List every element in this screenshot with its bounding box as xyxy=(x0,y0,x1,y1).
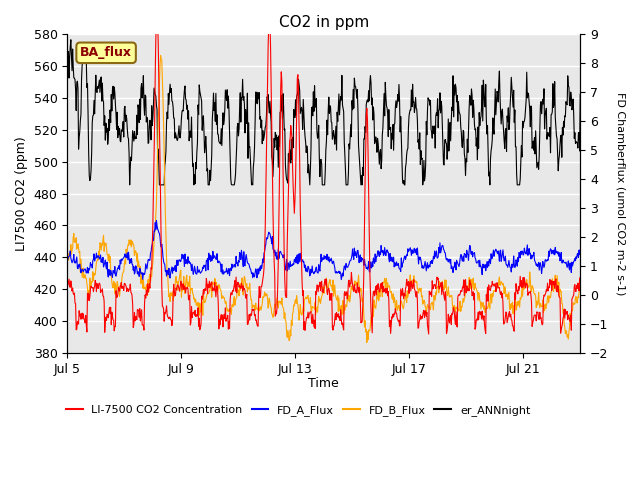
Y-axis label: FD Chamberflux (umol CO2 m-2 s-1): FD Chamberflux (umol CO2 m-2 s-1) xyxy=(615,92,625,295)
Y-axis label: LI7500 CO2 (ppm): LI7500 CO2 (ppm) xyxy=(15,136,28,251)
Text: BA_flux: BA_flux xyxy=(80,46,132,60)
Title: CO2 in ppm: CO2 in ppm xyxy=(278,15,369,30)
X-axis label: Time: Time xyxy=(308,377,339,390)
Legend: LI-7500 CO2 Concentration, FD_A_Flux, FD_B_Flux, er_ANNnight: LI-7500 CO2 Concentration, FD_A_Flux, FD… xyxy=(61,400,535,420)
